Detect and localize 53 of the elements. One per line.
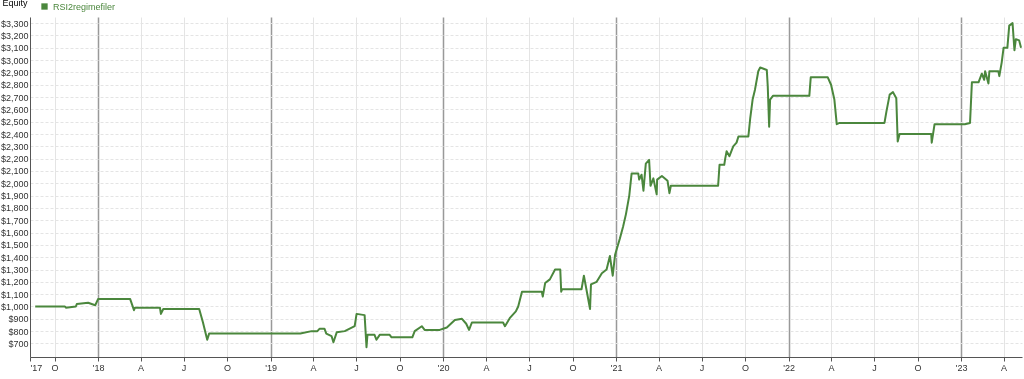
y-tick-label: $1,300 xyxy=(0,265,29,276)
y-tick-label: $1,400 xyxy=(0,252,29,263)
x-tick-label: O xyxy=(914,362,922,373)
x-tick-label: J xyxy=(354,362,359,373)
y-tick-label: $1,500 xyxy=(0,240,29,251)
y-tick-label: $1,000 xyxy=(0,301,29,312)
y-tick-label: $2,500 xyxy=(0,117,29,128)
y-tick-label: $3,300 xyxy=(0,18,29,29)
y-tick-label: $2,000 xyxy=(0,178,29,189)
x-tick-label: '21 xyxy=(610,362,623,373)
x-tick-label: O xyxy=(51,362,59,373)
x-tick-label: J xyxy=(181,362,187,373)
y-tick-label: $2,700 xyxy=(0,92,29,103)
y-tick-label: $2,800 xyxy=(0,80,29,91)
x-tick-label: '17 xyxy=(30,362,43,373)
y-tick-label: $2,200 xyxy=(0,154,29,165)
x-tick-label: '19 xyxy=(265,362,277,373)
y-tick-label: $800 xyxy=(8,326,29,337)
x-tick-label: A xyxy=(138,362,145,373)
line-series xyxy=(34,22,1022,349)
x-tick-label: O xyxy=(224,362,232,373)
x-tick-label: A xyxy=(483,362,490,373)
x-tick-label: A xyxy=(656,362,663,373)
x-tick-label: J xyxy=(699,362,705,373)
y-tick-label: $700 xyxy=(8,338,29,349)
y-tick-label: $1,100 xyxy=(0,289,29,300)
y-tick-label: $3,200 xyxy=(0,30,29,41)
y-tick-label: $1,700 xyxy=(0,215,29,226)
legend-label: RSI2regimefiler xyxy=(53,1,116,12)
y-tick-label: $1,900 xyxy=(0,191,29,202)
y-tick-label: $1,800 xyxy=(0,203,29,214)
x-tick-label: '22 xyxy=(783,362,795,373)
x-tick-label: O xyxy=(396,362,404,373)
x-tick-label: '23 xyxy=(955,362,968,373)
x-tick-label: A xyxy=(828,362,835,373)
y-tick-label: $2,300 xyxy=(0,141,29,152)
x-tick-label: J xyxy=(872,362,877,373)
y-tick-label: $2,600 xyxy=(0,104,29,115)
y-tick-label: $1,600 xyxy=(0,228,29,239)
y-tick-label: $2,400 xyxy=(0,129,29,140)
y-tick-label: $2,900 xyxy=(0,67,29,78)
y-tick-label: $3,100 xyxy=(0,43,29,54)
y-tick-label: $2,100 xyxy=(0,166,29,177)
x-tick-label: O xyxy=(742,362,750,373)
x-tick-label: A xyxy=(310,362,317,373)
x-tick-label: A xyxy=(1001,362,1008,373)
x-tick-label: '20 xyxy=(437,362,450,373)
y-tick-label: $1,200 xyxy=(0,277,29,288)
y-tick-label: $900 xyxy=(8,314,29,325)
x-tick-label: J xyxy=(527,362,532,373)
x-tick-label: '18 xyxy=(92,362,105,373)
x-tick-label: O xyxy=(569,362,577,373)
y-tick-label: $3,000 xyxy=(0,55,29,66)
